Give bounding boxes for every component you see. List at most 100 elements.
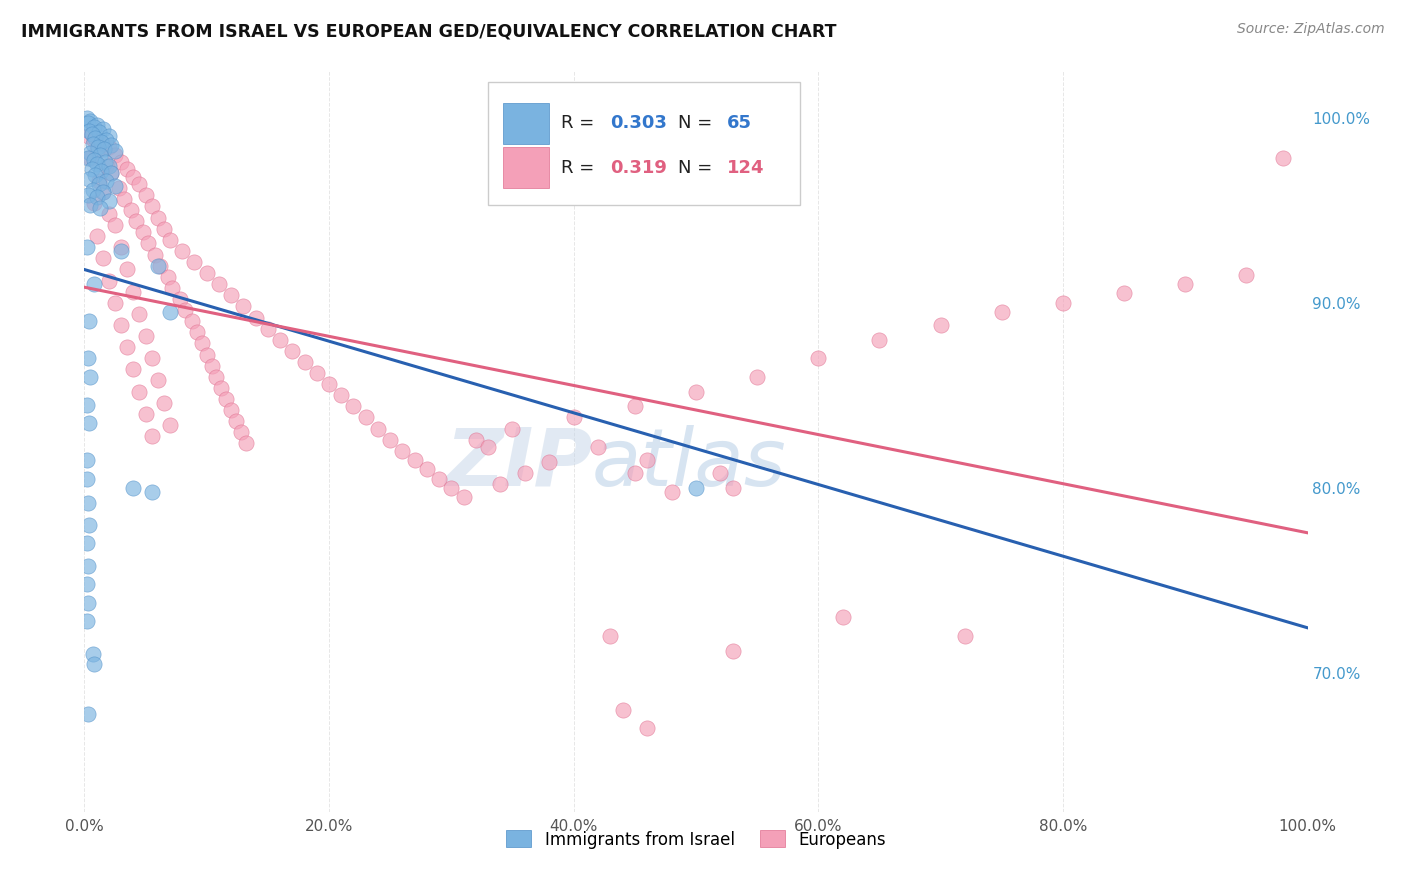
- Point: [86, 144, 108, 158]
- Point: [79, 369, 101, 384]
- Point: [122, 169, 145, 184]
- FancyBboxPatch shape: [503, 147, 550, 188]
- Point: [599, 629, 621, 643]
- Point: [502, 421, 524, 435]
- Point: [128, 178, 150, 192]
- Point: [489, 477, 512, 491]
- Text: 124: 124: [727, 159, 763, 177]
- Point: [169, 292, 191, 306]
- Point: [90, 135, 112, 149]
- Point: [82, 648, 104, 662]
- Point: [79, 152, 101, 166]
- Point: [76, 614, 98, 628]
- Point: [104, 295, 127, 310]
- Point: [354, 410, 377, 425]
- Point: [208, 277, 231, 292]
- Point: [79, 197, 101, 211]
- Point: [77, 495, 100, 509]
- Point: [159, 233, 181, 247]
- Legend: Immigrants from Israel, Europeans: Immigrants from Israel, Europeans: [499, 823, 893, 855]
- Point: [1272, 152, 1295, 166]
- Point: [195, 347, 218, 361]
- Text: 0.303: 0.303: [610, 114, 668, 132]
- Point: [91, 185, 114, 199]
- Point: [76, 577, 98, 591]
- Point: [209, 381, 232, 395]
- Point: [77, 123, 100, 137]
- Point: [427, 471, 450, 485]
- Point: [215, 392, 238, 406]
- Point: [232, 300, 254, 314]
- Point: [172, 244, 194, 258]
- Point: [96, 133, 118, 147]
- Point: [100, 166, 122, 180]
- Point: [440, 481, 463, 495]
- Point: [200, 359, 222, 373]
- Point: [330, 388, 353, 402]
- Point: [141, 484, 163, 499]
- Point: [97, 207, 120, 221]
- Point: [416, 462, 439, 476]
- Point: [122, 285, 145, 299]
- Point: [807, 351, 830, 366]
- Text: 65: 65: [727, 114, 752, 132]
- Point: [76, 536, 98, 550]
- Point: [97, 273, 120, 287]
- Point: [76, 111, 98, 125]
- Point: [76, 397, 98, 411]
- Point: [245, 310, 267, 325]
- Point: [83, 120, 105, 134]
- Point: [380, 433, 402, 447]
- Point: [135, 407, 157, 421]
- Point: [685, 481, 707, 495]
- Point: [112, 192, 135, 206]
- Point: [205, 369, 228, 384]
- Point: [86, 190, 108, 204]
- Point: [104, 179, 127, 194]
- Point: [636, 722, 658, 736]
- Point: [115, 340, 138, 354]
- Point: [173, 303, 195, 318]
- Point: [562, 410, 585, 425]
- Point: [84, 131, 107, 145]
- Point: [76, 471, 98, 485]
- Point: [96, 173, 118, 187]
- Point: [991, 305, 1014, 319]
- Point: [624, 400, 647, 414]
- Point: [219, 288, 242, 302]
- Point: [91, 136, 114, 151]
- Point: [195, 266, 218, 280]
- Point: [77, 188, 100, 202]
- Point: [110, 155, 132, 169]
- Point: [110, 240, 132, 254]
- Point: [115, 262, 138, 277]
- Point: [77, 129, 100, 144]
- Text: 0.319: 0.319: [610, 159, 668, 177]
- Point: [1174, 277, 1197, 292]
- Point: [342, 400, 364, 414]
- Point: [453, 490, 475, 504]
- Point: [97, 129, 120, 144]
- Point: [538, 455, 561, 469]
- Text: IMMIGRANTS FROM ISRAEL VS EUROPEAN GED/EQUIVALENCY CORRELATION CHART: IMMIGRANTS FROM ISRAEL VS EUROPEAN GED/E…: [21, 22, 837, 40]
- Point: [636, 453, 658, 467]
- Point: [162, 281, 184, 295]
- Point: [87, 173, 110, 187]
- Point: [661, 484, 683, 499]
- Point: [82, 183, 104, 197]
- Point: [76, 240, 98, 254]
- Point: [229, 425, 252, 440]
- Point: [87, 178, 110, 192]
- Point: [146, 259, 169, 273]
- Point: [83, 277, 105, 292]
- Point: [186, 326, 208, 340]
- Point: [183, 255, 205, 269]
- Point: [80, 128, 103, 142]
- Point: [100, 166, 122, 180]
- Point: [153, 395, 176, 409]
- Point: [159, 417, 181, 432]
- Point: [721, 643, 744, 657]
- Point: [404, 453, 426, 467]
- Point: [953, 629, 976, 643]
- Point: [77, 706, 100, 721]
